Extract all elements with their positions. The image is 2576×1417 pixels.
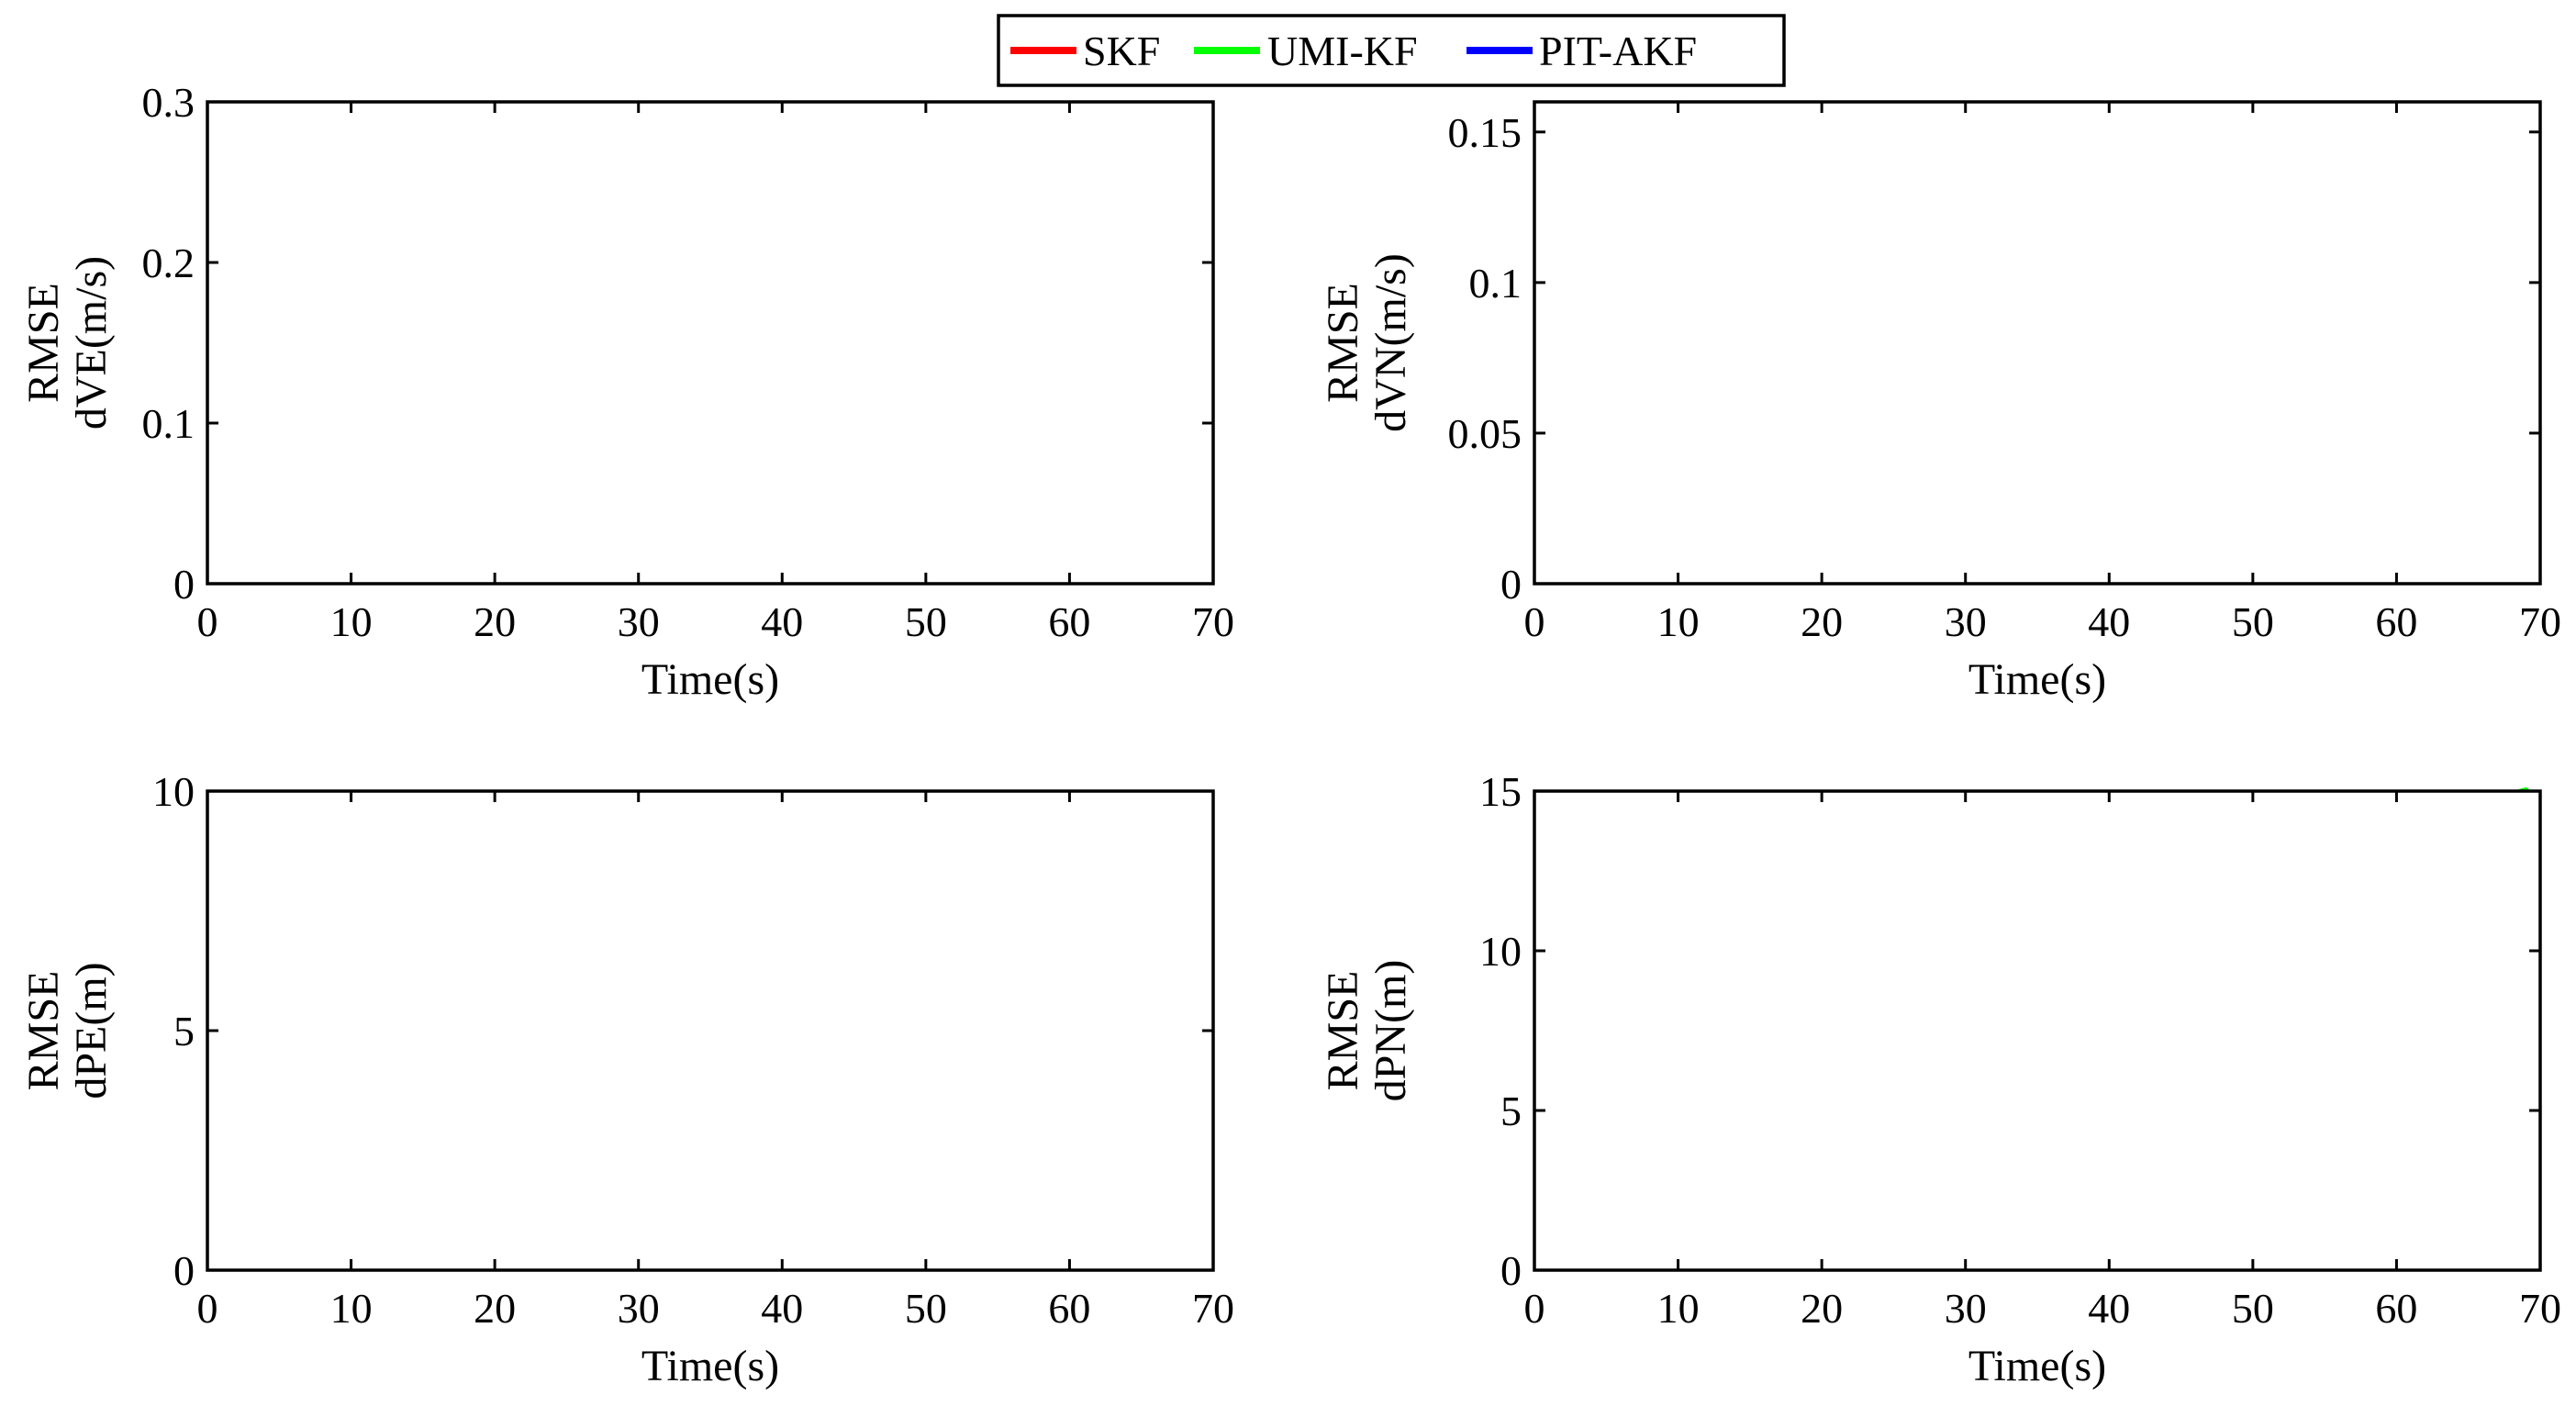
x-tick-label: 20 (1801, 1285, 1843, 1332)
x-tick-label: 50 (905, 598, 947, 645)
x-tick-label: 0 (197, 598, 218, 645)
axes-frame (1533, 789, 2542, 1272)
y-axis-label-line2: dVN(m/s) (1366, 253, 1415, 432)
x-tick-label: 20 (474, 1285, 516, 1332)
x-axis-label: Time(s) (1968, 1342, 2106, 1390)
y-axis-label-line1: RMSE (19, 971, 68, 1091)
y-tick-label: 0.3 (142, 79, 195, 126)
x-tick-label: 50 (2232, 1285, 2274, 1332)
x-tick-label: 0 (1524, 598, 1545, 645)
y-axis-label-line2: dPN(m) (1366, 960, 1415, 1102)
x-tick-label: 70 (1192, 1285, 1234, 1332)
y-axis-label-line2: dVE(m/s) (67, 256, 116, 430)
y-axis-label-line2: dPE(m) (67, 962, 116, 1099)
legend-label-skf: SKF (1083, 28, 1160, 74)
y-tick-label: 0.15 (1448, 109, 1522, 156)
chart-panel-2: 0 10 20 30 40 50 60 70 0 0.05 0.1 0.15 Time(s) RMSE dV… (1319, 100, 2561, 704)
x-tick-label: 70 (2519, 1285, 2561, 1332)
x-tick-label: 10 (330, 598, 373, 645)
x-tick-label: 60 (2375, 598, 2417, 645)
x-tick-label: 0 (197, 1285, 218, 1332)
y-tick-label: 0.1 (1469, 260, 1522, 307)
y-tick-label: 10 (152, 768, 195, 815)
y-tick-label: 0 (1500, 1247, 1522, 1294)
y-tick-label: 0.2 (142, 240, 195, 286)
x-tick-label: 30 (1945, 1285, 1987, 1332)
legend-label-pit-akf: PIT-AKF (1539, 28, 1697, 74)
y-axis-label-line1: RMSE (1319, 971, 1367, 1091)
x-tick-label: 60 (2375, 1285, 2417, 1332)
axes-frame (206, 100, 1215, 586)
axes-frame (1533, 100, 2542, 586)
legend-label-umi-kf: UMI-KF (1267, 28, 1418, 74)
x-tick-label: 60 (1048, 598, 1090, 645)
axes-frame (206, 789, 1215, 1272)
legend: SKF UMI-KF PIT-AKF (997, 14, 1786, 87)
y-tick-label: 0 (173, 1247, 195, 1294)
y-tick-label: 5 (1500, 1088, 1522, 1134)
chart-panel-3: 0 10 20 30 40 50 60 70 0 5 10 Time(s) RMSE dPE(m) (19, 768, 1234, 1390)
y-tick-label: 0 (173, 561, 195, 608)
x-tick-label: 50 (905, 1285, 947, 1332)
x-tick-label: 40 (761, 1285, 803, 1332)
x-tick-label: 30 (1945, 598, 1987, 645)
x-tick-label: 20 (1801, 598, 1843, 645)
x-tick-label: 30 (618, 1285, 660, 1332)
chart-panel-1: 0 10 20 30 40 50 60 70 0 0.1 0.2 0.3 Time(s) RMSE dVE(… (19, 79, 1234, 704)
x-tick-label: 40 (2088, 598, 2130, 645)
x-tick-label: 60 (1048, 1285, 1090, 1332)
y-tick-label: 0.05 (1448, 410, 1522, 457)
y-axis-label-line1: RMSE (19, 283, 68, 403)
x-tick-label: 70 (1192, 598, 1234, 645)
y-tick-label: 0.1 (142, 400, 195, 447)
x-tick-label: 10 (1657, 598, 1700, 645)
x-tick-label: 50 (2232, 598, 2274, 645)
y-tick-label: 10 (1479, 928, 1522, 975)
x-axis-label: Time(s) (641, 1342, 779, 1390)
x-tick-label: 10 (330, 1285, 373, 1332)
x-tick-label: 70 (2519, 598, 2561, 645)
x-tick-label: 0 (1524, 1285, 1545, 1332)
x-axis-label: Time(s) (1968, 655, 2106, 704)
x-tick-label: 20 (474, 598, 516, 645)
x-tick-label: 10 (1657, 1285, 1700, 1332)
x-tick-label: 40 (761, 598, 803, 645)
y-axis-label-line1: RMSE (1319, 283, 1367, 403)
x-tick-label: 40 (2088, 1285, 2130, 1332)
chart-panel-4: 0 10 20 30 40 50 60 70 0 5 10 15 Time(s) RMSE dPN(m) (1319, 768, 2561, 1390)
legend-box (997, 14, 1786, 87)
y-tick-label: 5 (173, 1008, 195, 1054)
y-tick-label: 0 (1500, 561, 1522, 608)
y-tick-label: 15 (1479, 768, 1522, 815)
x-tick-label: 30 (618, 598, 660, 645)
x-axis-label: Time(s) (641, 655, 779, 704)
